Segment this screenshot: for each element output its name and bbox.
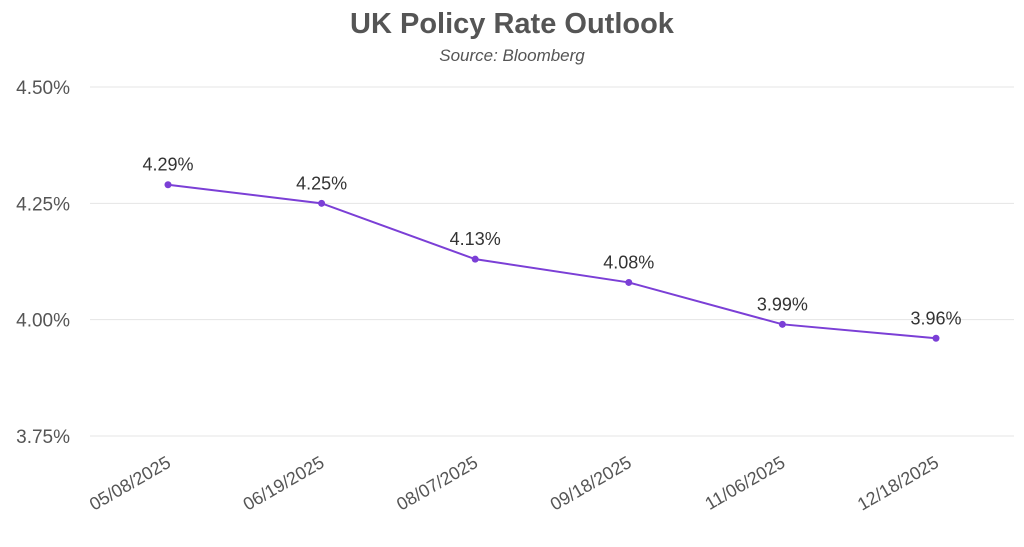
data-point <box>164 181 172 189</box>
data-label: 3.99% <box>757 294 808 314</box>
data-point <box>318 199 326 207</box>
y-tick-label: 4.25% <box>16 194 70 215</box>
data-label: 4.08% <box>603 252 654 272</box>
data-label: 4.25% <box>296 173 347 193</box>
y-tick-label: 4.00% <box>16 311 70 332</box>
x-tick-label: 06/19/2025 <box>240 452 328 514</box>
x-tick-label: 08/07/2025 <box>393 452 481 514</box>
y-tick-label: 4.50% <box>16 78 70 99</box>
chart-title: UK Policy Rate Outlook <box>350 8 674 40</box>
x-tick-label: 05/08/2025 <box>86 452 174 514</box>
y-tick-label: 3.75% <box>16 427 70 448</box>
data-label: 4.29% <box>142 155 193 175</box>
x-tick-label: 09/18/2025 <box>547 452 635 514</box>
data-point <box>625 278 633 286</box>
data-label: 4.13% <box>450 229 501 249</box>
chart-subtitle: Source: Bloomberg <box>439 46 585 65</box>
data-label: 3.96% <box>910 308 961 328</box>
x-tick-label: 12/18/2025 <box>854 452 942 514</box>
data-point <box>778 320 786 328</box>
data-point <box>471 255 479 263</box>
data-point <box>932 334 940 342</box>
series-line <box>167 183 937 340</box>
x-tick-label: 11/06/2025 <box>702 452 789 514</box>
